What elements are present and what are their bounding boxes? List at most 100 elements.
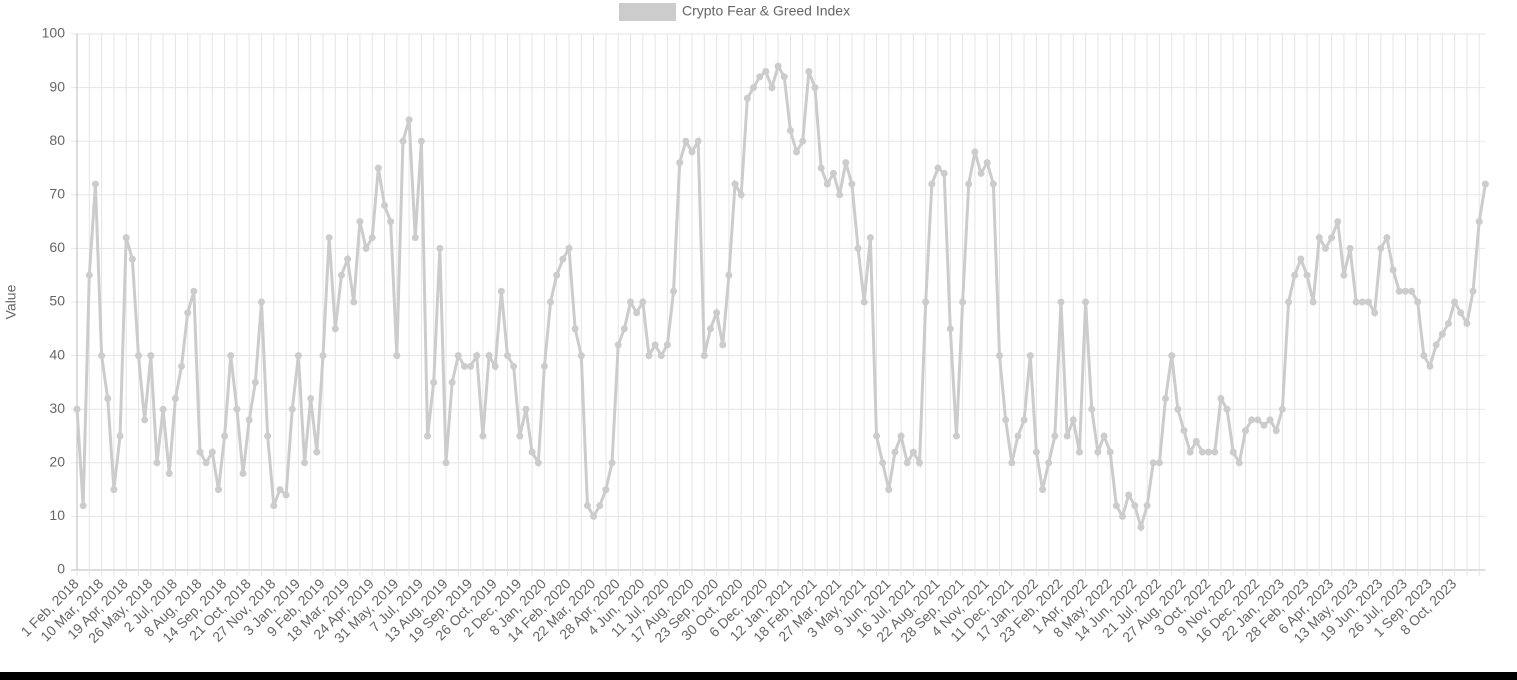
point bbox=[1481, 180, 1489, 188]
point bbox=[694, 137, 702, 145]
point bbox=[1420, 352, 1428, 360]
point bbox=[1002, 416, 1010, 424]
point bbox=[1155, 459, 1163, 467]
point bbox=[786, 126, 794, 134]
point bbox=[1408, 287, 1416, 295]
point bbox=[1094, 448, 1102, 456]
point bbox=[897, 432, 905, 440]
point bbox=[1026, 352, 1034, 360]
point bbox=[676, 159, 684, 167]
point bbox=[1377, 244, 1385, 252]
point bbox=[737, 191, 745, 199]
point bbox=[522, 405, 530, 413]
point bbox=[829, 169, 837, 177]
point bbox=[110, 486, 118, 494]
point bbox=[165, 470, 173, 478]
point bbox=[1057, 298, 1065, 306]
y-tick-label: 0 bbox=[57, 561, 65, 577]
point bbox=[454, 352, 462, 360]
point bbox=[485, 352, 493, 360]
point bbox=[891, 448, 899, 456]
point bbox=[1463, 319, 1471, 327]
point bbox=[731, 180, 739, 188]
point bbox=[1414, 298, 1422, 306]
point bbox=[1291, 271, 1299, 279]
point bbox=[104, 394, 112, 402]
point bbox=[996, 352, 1003, 360]
point bbox=[885, 486, 893, 494]
point bbox=[264, 432, 272, 440]
point bbox=[1365, 298, 1372, 306]
point bbox=[221, 432, 229, 440]
y-tick-label: 50 bbox=[49, 293, 65, 309]
point bbox=[381, 202, 388, 210]
point bbox=[1229, 448, 1237, 456]
point bbox=[1389, 266, 1397, 274]
point bbox=[1401, 287, 1409, 295]
point bbox=[116, 432, 124, 440]
point bbox=[940, 169, 948, 177]
point bbox=[288, 405, 296, 413]
point bbox=[1321, 244, 1329, 252]
point bbox=[1100, 432, 1108, 440]
point bbox=[1334, 218, 1342, 226]
y-tick-label: 30 bbox=[49, 400, 65, 416]
point bbox=[1174, 405, 1182, 413]
point bbox=[688, 148, 696, 156]
y-axis-label: Value bbox=[3, 284, 19, 319]
point bbox=[553, 271, 561, 279]
point bbox=[823, 180, 831, 188]
point bbox=[805, 68, 813, 76]
point bbox=[301, 459, 309, 467]
point bbox=[1340, 271, 1348, 279]
y-tick-label: 90 bbox=[49, 78, 65, 94]
legend-swatch bbox=[619, 3, 676, 21]
point bbox=[743, 94, 751, 102]
point bbox=[750, 84, 757, 92]
point bbox=[1266, 416, 1274, 424]
point bbox=[79, 502, 87, 510]
y-tick-label: 10 bbox=[49, 507, 65, 523]
point bbox=[1039, 486, 1047, 494]
y-tick-label: 70 bbox=[49, 186, 65, 202]
point bbox=[547, 298, 555, 306]
point bbox=[479, 432, 487, 440]
point bbox=[1278, 405, 1286, 413]
point bbox=[663, 341, 671, 349]
point bbox=[577, 352, 585, 360]
point bbox=[602, 486, 610, 494]
point bbox=[916, 459, 924, 467]
point bbox=[159, 405, 167, 413]
point bbox=[270, 502, 278, 510]
point bbox=[909, 448, 917, 456]
point bbox=[337, 271, 345, 279]
point bbox=[1168, 352, 1176, 360]
point bbox=[1051, 432, 1059, 440]
point bbox=[91, 180, 99, 188]
y-tick-label: 20 bbox=[49, 454, 65, 470]
point bbox=[313, 448, 321, 456]
point bbox=[1438, 330, 1446, 338]
point bbox=[1143, 502, 1151, 510]
point bbox=[491, 362, 499, 370]
point bbox=[756, 73, 764, 81]
point bbox=[1020, 416, 1028, 424]
point bbox=[510, 362, 518, 370]
point bbox=[1303, 271, 1311, 279]
point bbox=[1432, 341, 1440, 349]
point bbox=[184, 309, 192, 317]
point bbox=[583, 502, 591, 510]
point bbox=[934, 164, 942, 172]
point bbox=[657, 352, 665, 360]
point bbox=[178, 362, 186, 370]
point bbox=[1149, 459, 1157, 467]
point bbox=[442, 459, 450, 467]
point bbox=[1069, 416, 1077, 424]
point bbox=[251, 378, 259, 386]
point bbox=[854, 244, 862, 252]
point bbox=[590, 512, 598, 520]
point bbox=[276, 486, 284, 494]
point bbox=[467, 362, 475, 370]
point bbox=[424, 432, 432, 440]
point bbox=[1451, 298, 1459, 306]
